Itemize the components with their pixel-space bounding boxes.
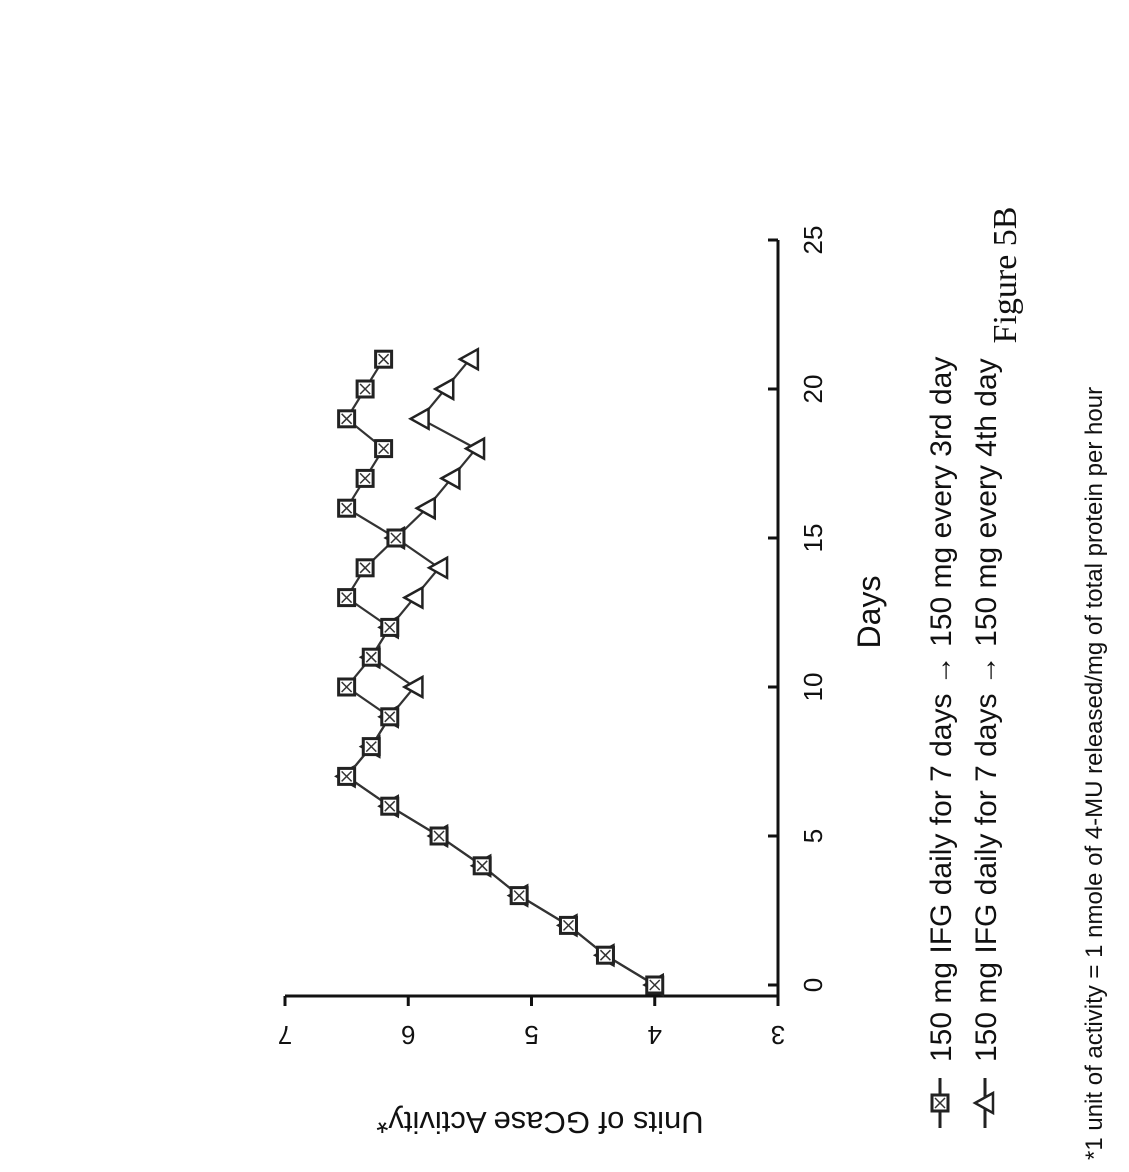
- y-tick-label: 5: [524, 1020, 538, 1050]
- legend: 150 mg IFG daily for 7 days → 150 mg eve…: [925, 357, 1003, 1128]
- axis-ticks: 0 5 10 15 20 25 3 4 5 6 7: [278, 226, 828, 1050]
- data-point-triangle: [463, 436, 486, 461]
- x-axis-title: Days: [851, 576, 887, 649]
- data-point-square: [509, 886, 529, 906]
- y-tick-label: 4: [648, 1020, 662, 1050]
- y-axis-title: Units of GCase Activity*: [376, 1105, 703, 1140]
- data-point-square: [472, 856, 492, 876]
- data-point-square: [337, 677, 357, 697]
- data-point-square: [429, 826, 449, 846]
- data-point-square: [355, 379, 375, 399]
- data-point-triangle: [457, 347, 480, 372]
- x-tick-label: 25: [798, 226, 828, 255]
- series-line-square: [345, 358, 656, 986]
- data-point-triangle: [408, 406, 430, 431]
- x-tick-label: 15: [798, 524, 828, 553]
- x-tick-label: 5: [798, 829, 828, 843]
- data-point-square: [380, 707, 400, 727]
- data-point-square: [355, 468, 375, 488]
- y-tick-label: 7: [278, 1020, 292, 1050]
- y-tick-label: 3: [771, 1020, 785, 1050]
- data-point-square: [386, 528, 406, 548]
- y-tick-label: 6: [401, 1020, 415, 1050]
- data-point-square: [645, 975, 665, 995]
- legend-label: 150 mg IFG daily for 7 days → 150 mg eve…: [970, 358, 1003, 1062]
- data-point-square: [380, 617, 400, 637]
- plot-area: 0 5 10 15 20 25 3 4 5 6 7: [278, 226, 828, 1050]
- data-point-square: [558, 915, 578, 935]
- data-point-square: [337, 766, 357, 786]
- x-tick-label: 0: [798, 978, 828, 992]
- footnote: *1 unit of activity = 1 nmole of 4-MU re…: [1081, 387, 1108, 1160]
- data-point-square: [380, 796, 400, 816]
- legend-label: 150 mg IFG daily for 7 days → 150 mg eve…: [925, 357, 958, 1062]
- x-tick-label: 10: [798, 673, 828, 702]
- data-point-triangle: [426, 555, 449, 580]
- data-point-square: [595, 945, 615, 965]
- data-point-square: [361, 647, 381, 667]
- figure-label: Figure 5B: [987, 207, 1024, 344]
- series-square: [337, 349, 665, 995]
- data-point-square: [337, 588, 357, 608]
- data-point-square: [337, 409, 357, 429]
- data-point-triangle: [432, 376, 455, 402]
- data-point-triangle: [401, 674, 424, 700]
- legend-item-triangle: 150 mg IFG daily for 7 days → 150 mg eve…: [970, 358, 1003, 1128]
- data-point-square: [374, 439, 394, 459]
- data-point-triangle: [401, 585, 424, 610]
- data-point-square: [374, 349, 394, 369]
- data-point-square: [361, 737, 381, 757]
- x-tick-label: 20: [798, 375, 828, 404]
- data-point-triangle: [414, 496, 436, 521]
- data-point-triangle: [438, 466, 461, 491]
- legend-marker-square: [930, 1093, 950, 1113]
- data-point-square: [337, 498, 357, 518]
- legend-item-square: 150 mg IFG daily for 7 days → 150 mg eve…: [925, 357, 958, 1128]
- legend-marker-triangle: [972, 1090, 995, 1116]
- series-layer: [334, 347, 665, 998]
- data-point-square: [355, 558, 375, 578]
